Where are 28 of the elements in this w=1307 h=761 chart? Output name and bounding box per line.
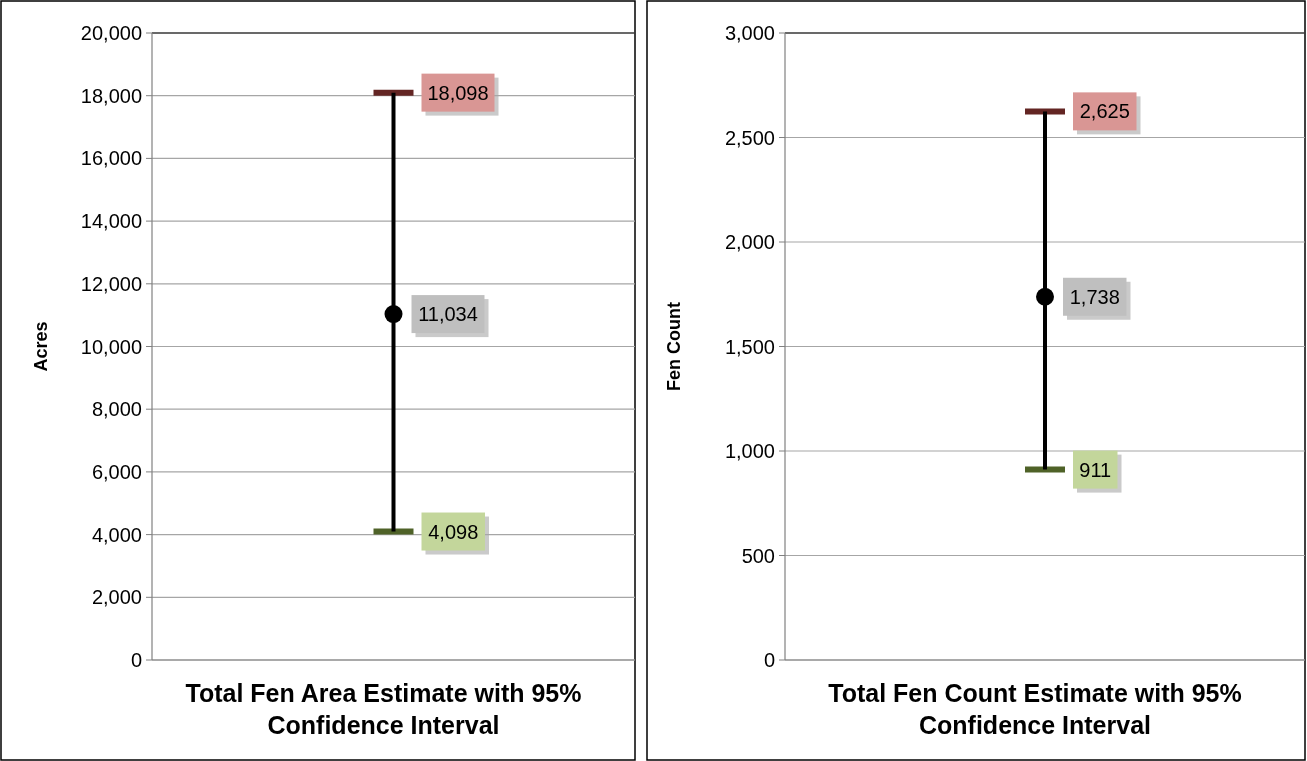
y-tick-label: 20,000 (80, 22, 142, 44)
y-tick-label: 500 (741, 544, 775, 567)
y-tick-label: 0 (130, 649, 142, 671)
y-tick-label: 12,000 (80, 272, 142, 295)
y-axis-title: Acres (31, 321, 51, 372)
x-axis-title: Total Fen Count Estimate with 95% Confidence Interval (828, 679, 1242, 739)
y-tick-label: 10,000 (80, 335, 142, 358)
y-axis-title: Fen Count (664, 302, 684, 391)
y-tick-label: 18,000 (80, 84, 142, 107)
y-tick-label: 16,000 (80, 147, 142, 170)
y-tick-label: 14,000 (80, 210, 142, 233)
y-tick-label: 2,000 (91, 586, 142, 609)
annotation: 4,098 (428, 520, 479, 543)
annotation: 2,625 (1079, 100, 1130, 123)
y-tick-label: 2,500 (724, 126, 775, 149)
data-label: 11,034 (418, 303, 478, 326)
data-label: 1,738 (1069, 285, 1120, 308)
y-tick-label: 2,000 (724, 231, 775, 253)
annotation: 18,098 (427, 81, 489, 104)
y-tick-label: 6,000 (91, 460, 142, 483)
y-tick-label: 1,000 (724, 440, 775, 462)
x-axis-title: Total Fen Area Estimate with 95% Confidence Interval (185, 679, 582, 739)
annotation: 911 (1079, 458, 1112, 481)
y-tick-label: 1,500 (724, 335, 775, 358)
y-tick-label: 4,000 (91, 523, 142, 546)
y-tick-label: 8,000 (91, 398, 142, 421)
y-tick-label: 0 (763, 649, 775, 671)
y-tick-label: 3,000 (724, 22, 775, 44)
